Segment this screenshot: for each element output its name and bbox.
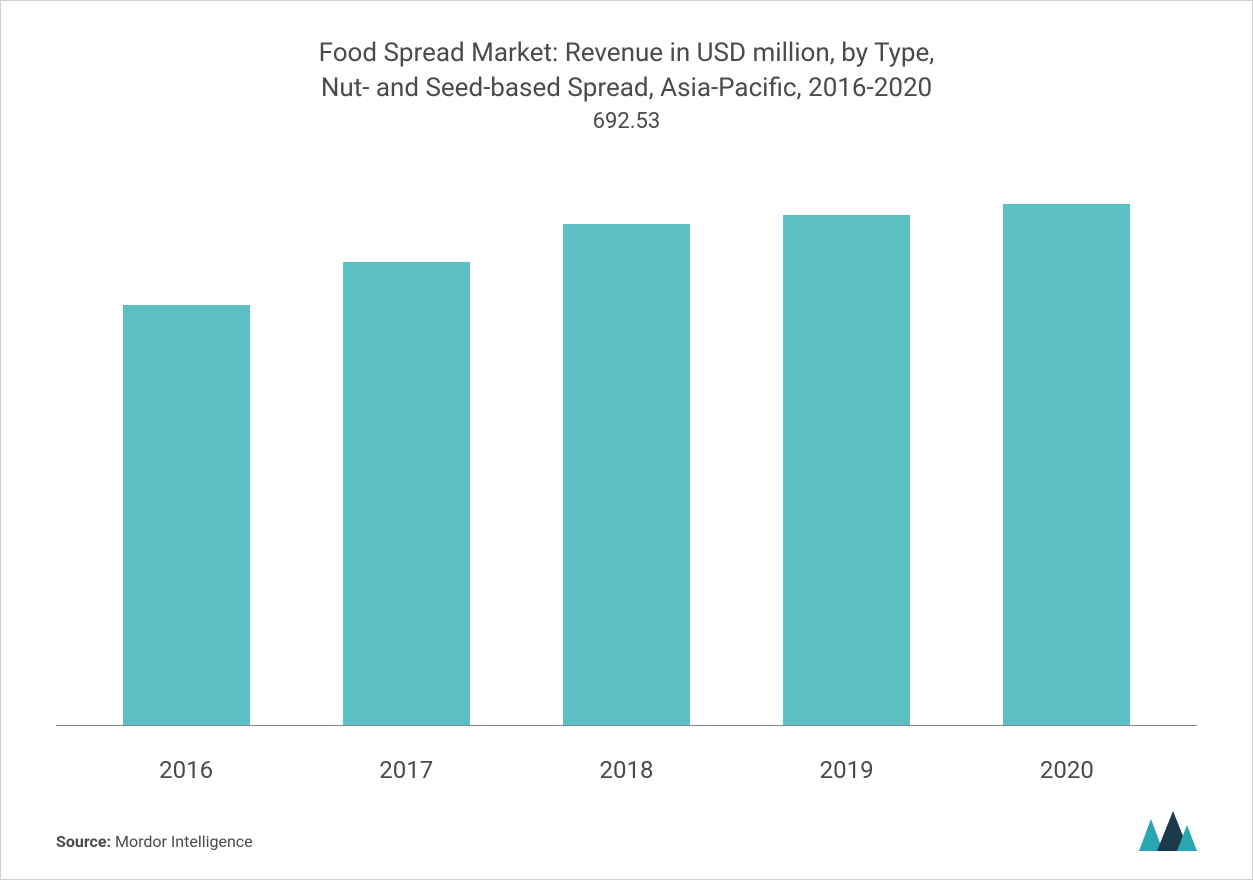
chart-title: Food Spread Market: Revenue in USD milli… (56, 36, 1197, 106)
bar-group-2020 (968, 146, 1166, 725)
x-tick-2018: 2018 (527, 756, 725, 784)
bar-2017 (343, 262, 470, 725)
bar-group-2016 (87, 146, 285, 725)
source-label: Source: (56, 832, 111, 851)
bar-label-2018: 692.53 (593, 109, 661, 134)
x-tick-2016: 2016 (87, 756, 285, 784)
plot-area: 692.53 (56, 146, 1197, 726)
bar-2016 (123, 305, 250, 725)
x-tick-2019: 2019 (748, 756, 946, 784)
chart-title-line1: Food Spread Market: Revenue in USD milli… (319, 38, 935, 68)
bar-2018 (563, 224, 690, 725)
chart-container: Food Spread Market: Revenue in USD milli… (0, 0, 1253, 880)
mordor-logo-icon (1139, 811, 1197, 851)
source-value: Mordor Intelligence (115, 832, 253, 851)
x-tick-2017: 2017 (307, 756, 505, 784)
bar-group-2017 (307, 146, 505, 725)
x-axis: 2016 2017 2018 2019 2020 (56, 756, 1197, 784)
source-attribution: Source: Mordor Intelligence (56, 832, 253, 851)
chart-title-line2: Nut- and Seed-based Spread, Asia-Pacific… (321, 73, 932, 103)
x-tick-2020: 2020 (968, 756, 1166, 784)
bar-group-2019 (748, 146, 946, 725)
bar-group-2018: 692.53 (527, 146, 725, 725)
bar-2019 (783, 215, 910, 725)
chart-footer: Source: Mordor Intelligence (56, 811, 1197, 851)
bar-2020 (1003, 204, 1130, 725)
